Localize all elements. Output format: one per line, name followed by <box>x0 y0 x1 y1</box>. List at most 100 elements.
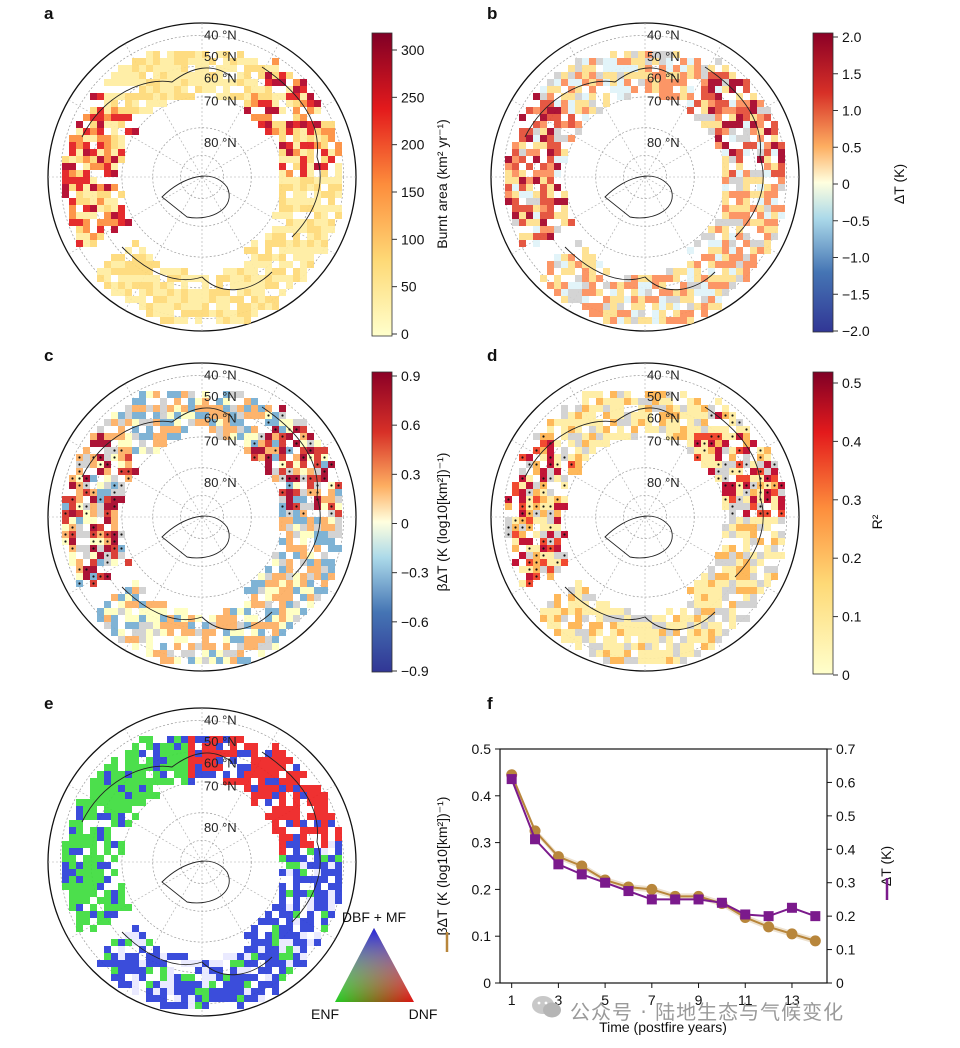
significance-dot <box>71 526 74 529</box>
map-grid-cell <box>708 100 715 107</box>
map-grid-cell <box>62 184 69 191</box>
map-grid-cell <box>512 191 519 198</box>
map-grid-cell <box>631 58 638 65</box>
significance-dot <box>731 470 734 473</box>
map-grid-cell <box>519 566 526 573</box>
map-grid-cell <box>272 107 279 114</box>
map-grid-cell <box>512 489 519 496</box>
panel-letter-c: c <box>44 346 54 365</box>
map-grid-cell <box>146 268 153 275</box>
map-grid-cell <box>568 100 575 107</box>
map-grid-cell <box>314 939 321 946</box>
map-grid-cell <box>244 967 251 974</box>
map-grid-cell <box>596 289 603 296</box>
map-grid-cell <box>188 960 195 967</box>
map-grid-cell <box>512 156 519 163</box>
coastline <box>121 586 273 631</box>
significance-dot <box>253 456 256 459</box>
map-grid-cell <box>582 405 589 412</box>
map-grid-cell <box>118 261 125 268</box>
map-grid-cell <box>540 275 547 282</box>
map-grid-cell <box>90 778 97 785</box>
map-grid-cell <box>223 310 230 317</box>
map-grid-cell <box>771 163 778 170</box>
map-grid-cell <box>568 79 575 86</box>
map-grid-cell <box>181 771 188 778</box>
map-grid-cell <box>596 426 603 433</box>
map-grid-cell <box>104 454 111 461</box>
map-grid-cell <box>624 643 631 650</box>
map-grid-cell <box>568 587 575 594</box>
map-grid-cell <box>300 156 307 163</box>
map-grid-cell <box>589 426 596 433</box>
map-grid-cell <box>300 855 307 862</box>
map-grid-cell <box>533 142 540 149</box>
map-grid-cell <box>307 163 314 170</box>
map-grid-cell <box>146 107 153 114</box>
map-grid-cell <box>519 149 526 156</box>
map-grid-cell <box>533 191 540 198</box>
map-grid-cell <box>167 65 174 72</box>
significance-dot <box>731 435 734 438</box>
map-grid-cell <box>286 601 293 608</box>
map-grid-cell <box>188 412 195 419</box>
map-grid-cell <box>258 412 265 419</box>
map-grid-cell <box>300 890 307 897</box>
map-grid-cell <box>125 932 132 939</box>
map-grid-cell <box>554 79 561 86</box>
map-grid-cell <box>722 254 729 261</box>
map-grid-cell <box>69 482 76 489</box>
significance-dot <box>696 442 699 445</box>
map-grid-cell <box>582 587 589 594</box>
map-grid-cell <box>90 191 97 198</box>
map-grid-cell <box>160 72 167 79</box>
map-grid-cell <box>90 869 97 876</box>
map-grid-cell <box>111 163 118 170</box>
map-grid-cell <box>279 198 286 205</box>
map-grid-cell <box>111 813 118 820</box>
significance-dot <box>535 505 538 508</box>
map-grid-cell <box>314 566 321 573</box>
map-grid-cell <box>146 939 153 946</box>
map-grid-cell <box>743 573 750 580</box>
map-grid-cell <box>223 643 230 650</box>
map-grid-cell <box>251 447 258 454</box>
map-grid-cell <box>279 517 286 524</box>
map-grid-cell <box>286 198 293 205</box>
map-grid-cell <box>526 475 533 482</box>
map-grid-cell <box>258 918 265 925</box>
map-grid-cell <box>216 72 223 79</box>
significance-dot <box>710 414 713 417</box>
map-grid-cell <box>90 121 97 128</box>
map-grid-cell <box>680 282 687 289</box>
map-grid-cell <box>69 827 76 834</box>
map-grid-cell <box>335 890 342 897</box>
map-grid-cell <box>575 289 582 296</box>
map-grid-cell <box>202 981 209 988</box>
map-grid-cell <box>610 405 617 412</box>
colorbar-tick-label: 250 <box>401 89 425 105</box>
map-grid-cell <box>743 447 750 454</box>
map-grid-cell <box>62 177 69 184</box>
map-grid-cell <box>547 268 554 275</box>
significance-dot <box>731 505 734 508</box>
map-grid-cell <box>202 296 209 303</box>
map-grid-cell <box>167 433 174 440</box>
map-grid-cell <box>764 184 771 191</box>
map-grid-cell <box>652 86 659 93</box>
map-grid-cell <box>694 594 701 601</box>
map-grid-cell <box>76 834 83 841</box>
map-grid-cell <box>160 268 167 275</box>
map-grid-cell <box>701 310 708 317</box>
map-grid-cell <box>118 79 125 86</box>
map-grid-cell <box>547 447 554 454</box>
map-grid-cell <box>533 107 540 114</box>
map-grid-cell <box>328 128 335 135</box>
map-grid-cell <box>757 212 764 219</box>
map-grid-cell <box>181 608 188 615</box>
map-grid-cell <box>146 275 153 282</box>
map-grid-cell <box>736 149 743 156</box>
map-grid-cell <box>617 296 624 303</box>
map-grid-cell <box>139 440 146 447</box>
map-grid-cell <box>286 813 293 820</box>
